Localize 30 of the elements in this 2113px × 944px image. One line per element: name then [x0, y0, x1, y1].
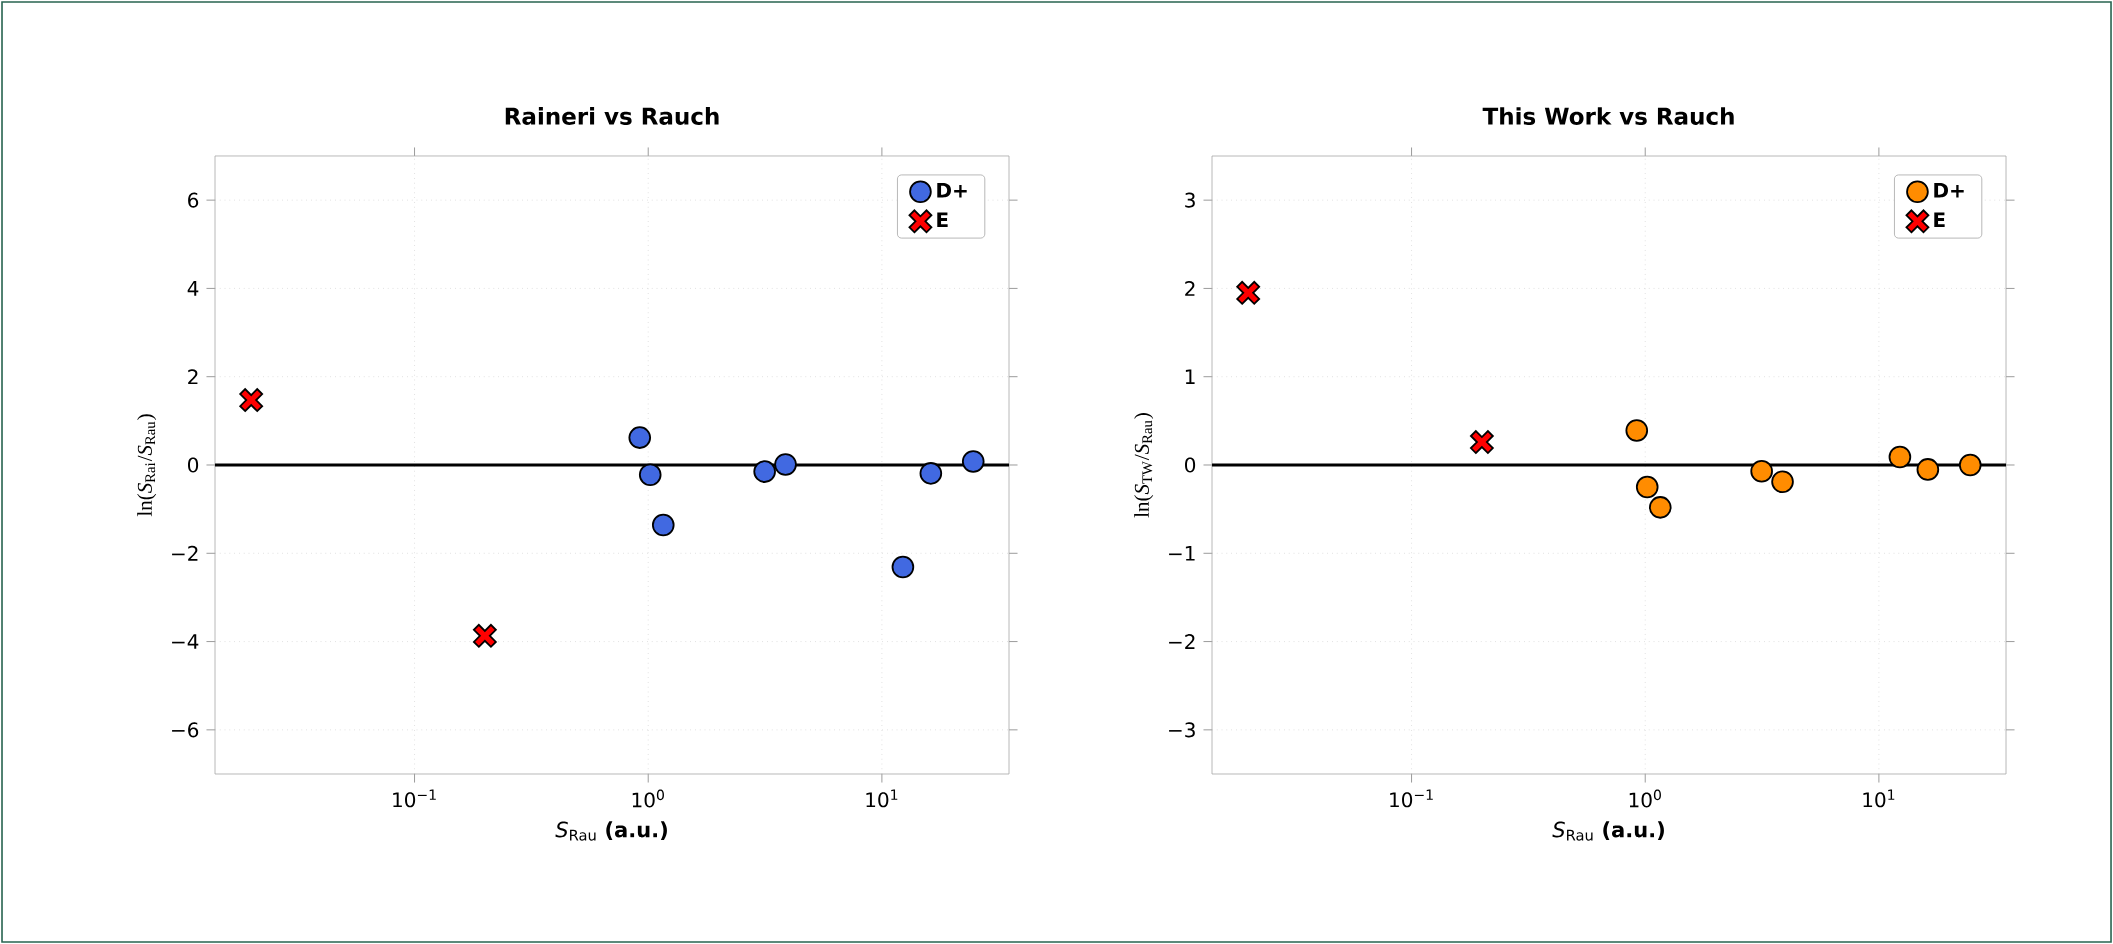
- y-tick-label: −6: [172, 722, 199, 738]
- y-tick-label: −2: [172, 545, 198, 561]
- y-tick-label: 3: [1185, 192, 1195, 208]
- x-tick-label: 10$^{0}$: [1629, 789, 1661, 808]
- y-tick-label: 2: [1185, 280, 1195, 296]
- y-tick-label: −4: [172, 634, 199, 649]
- x-tick-label: 10$^{0}$: [632, 789, 664, 808]
- legend-label: E: [1934, 212, 1945, 228]
- y-tick-label: −2: [1169, 634, 1195, 649]
- y-tick-label: 0: [1185, 457, 1196, 473]
- y-tick-label: −3: [1169, 722, 1195, 738]
- legend-label: D+: [937, 182, 967, 198]
- x-axis-title: S$_{Rau}$ (a.u.): [1552, 821, 1664, 841]
- legend-label: E: [937, 212, 948, 228]
- legend-label: D+: [1934, 182, 1964, 198]
- x-tick-label: 10$^{1}$: [866, 789, 898, 808]
- y-tick-label: 0: [188, 457, 199, 473]
- x-tick-label: 10$^{−1}$: [1390, 789, 1433, 808]
- chart-title: This Work vs Rauch: [1482, 107, 1734, 125]
- y-tick-label: −1: [1169, 545, 1195, 561]
- x-axis-title: S$_{Rau}$ (a.u.): [555, 821, 667, 841]
- y-tick-label: 2: [188, 369, 198, 385]
- y-tick-label: 4: [187, 281, 199, 296]
- y-tick-label: 1: [1185, 369, 1195, 385]
- y-tick-label: 6: [188, 192, 199, 208]
- y-axis-title: ln(S$_{Rai}$/S$_{Rau}$): [137, 414, 157, 517]
- y-axis-title: ln(S$_{TW}$/S$_{Rau}$): [1134, 413, 1154, 518]
- chart-title: Raineri vs Rauch: [505, 107, 719, 125]
- x-tick-label: 10$^{−1}$: [393, 789, 436, 808]
- x-tick-label: 10$^{1}$: [1863, 789, 1895, 808]
